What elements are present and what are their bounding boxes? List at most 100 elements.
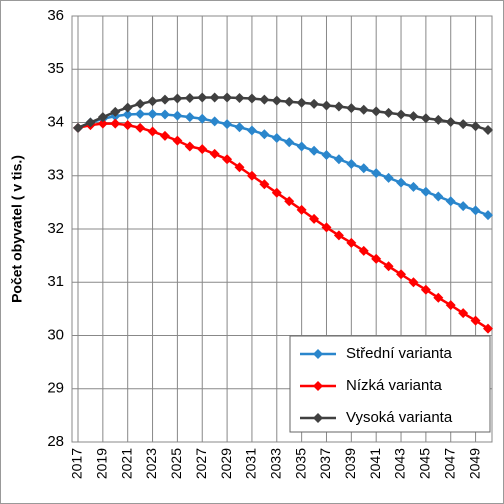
x-tick-label: 2023	[143, 448, 159, 479]
data-point	[172, 110, 183, 121]
data-point	[97, 112, 108, 123]
data-point	[159, 94, 170, 105]
data-point	[246, 125, 257, 136]
x-tick-label: 2019	[94, 448, 110, 479]
data-point	[296, 141, 307, 152]
data-point	[135, 98, 146, 109]
data-point	[147, 126, 158, 137]
data-point	[433, 191, 444, 202]
x-tick-label: 2039	[342, 448, 358, 479]
legend-label: Vysoká varianta	[346, 409, 453, 426]
y-tick-label: 29	[47, 380, 64, 397]
x-tick-label: 2035	[292, 448, 308, 479]
data-point	[309, 213, 320, 224]
data-point	[209, 92, 220, 103]
y-tick-label: 33	[47, 167, 64, 184]
data-point	[470, 315, 481, 326]
data-point	[159, 109, 170, 120]
data-point	[222, 119, 233, 130]
x-tick-label: 2017	[69, 448, 85, 479]
data-point	[383, 107, 394, 118]
data-point	[234, 122, 245, 133]
data-point	[122, 102, 133, 113]
data-point	[483, 210, 493, 221]
legend-label: Střední varianta	[346, 345, 453, 362]
x-tick-label: 2033	[267, 448, 283, 479]
data-point	[246, 170, 257, 181]
data-point	[197, 92, 208, 103]
y-tick-label: 30	[47, 326, 64, 343]
data-point	[346, 159, 357, 170]
data-point	[147, 96, 158, 107]
data-point	[259, 179, 270, 190]
data-point	[433, 114, 444, 125]
data-point	[458, 201, 469, 212]
data-point	[197, 144, 208, 155]
data-point	[85, 117, 96, 128]
data-point	[445, 196, 456, 207]
data-point	[408, 111, 419, 122]
x-tick-label: 2049	[466, 448, 482, 479]
x-tick-label: 2029	[218, 448, 234, 479]
data-point	[97, 118, 108, 129]
data-point	[135, 108, 146, 119]
data-point	[309, 145, 320, 156]
data-point	[420, 186, 431, 197]
data-point	[458, 308, 469, 319]
data-point	[483, 323, 493, 334]
data-point	[333, 230, 344, 241]
x-tick-label: 2043	[392, 448, 408, 479]
data-point	[284, 137, 295, 148]
data-point	[358, 245, 369, 256]
data-point	[371, 106, 382, 117]
data-point	[284, 196, 295, 207]
data-point	[135, 122, 146, 133]
x-tick-label: 2045	[417, 448, 433, 479]
data-point	[420, 113, 431, 124]
data-point	[271, 132, 282, 143]
series-line	[77, 122, 489, 330]
data-point	[333, 101, 344, 112]
data-point	[147, 108, 158, 119]
y-tick-label: 35	[47, 60, 64, 77]
data-point	[445, 116, 456, 127]
data-point	[172, 93, 183, 104]
data-point	[346, 237, 357, 248]
data-point	[309, 98, 320, 109]
y-tick-label: 34	[47, 113, 64, 130]
data-point	[122, 120, 133, 131]
data-point	[122, 109, 133, 120]
legend-marker	[313, 349, 323, 359]
x-tick-label: 2027	[193, 448, 209, 479]
data-point	[433, 292, 444, 303]
data-point	[383, 172, 394, 183]
data-point	[420, 284, 431, 295]
data-point	[358, 163, 369, 174]
y-tick-label: 28	[47, 433, 64, 450]
data-point	[234, 93, 245, 104]
data-point	[296, 204, 307, 215]
data-point	[321, 100, 332, 111]
data-point	[184, 141, 195, 152]
data-point	[358, 104, 369, 115]
data-point	[271, 187, 282, 198]
x-tick-label: 2037	[317, 448, 333, 479]
data-point	[259, 129, 270, 140]
x-tick-label: 2041	[367, 448, 383, 479]
legend-label: Nízká varianta	[346, 377, 443, 394]
legend-marker	[313, 413, 323, 423]
data-point	[408, 277, 419, 288]
x-tick-label: 2025	[168, 448, 184, 479]
legend-marker	[313, 381, 323, 391]
data-point	[458, 119, 469, 130]
x-tick-label: 2047	[441, 448, 457, 479]
data-point	[483, 124, 493, 135]
data-point	[396, 269, 407, 280]
y-tick-label: 31	[47, 273, 64, 290]
data-point	[445, 300, 456, 311]
data-point	[470, 205, 481, 216]
data-point	[197, 113, 208, 124]
y-tick-label: 32	[47, 220, 64, 237]
data-point	[234, 162, 245, 173]
